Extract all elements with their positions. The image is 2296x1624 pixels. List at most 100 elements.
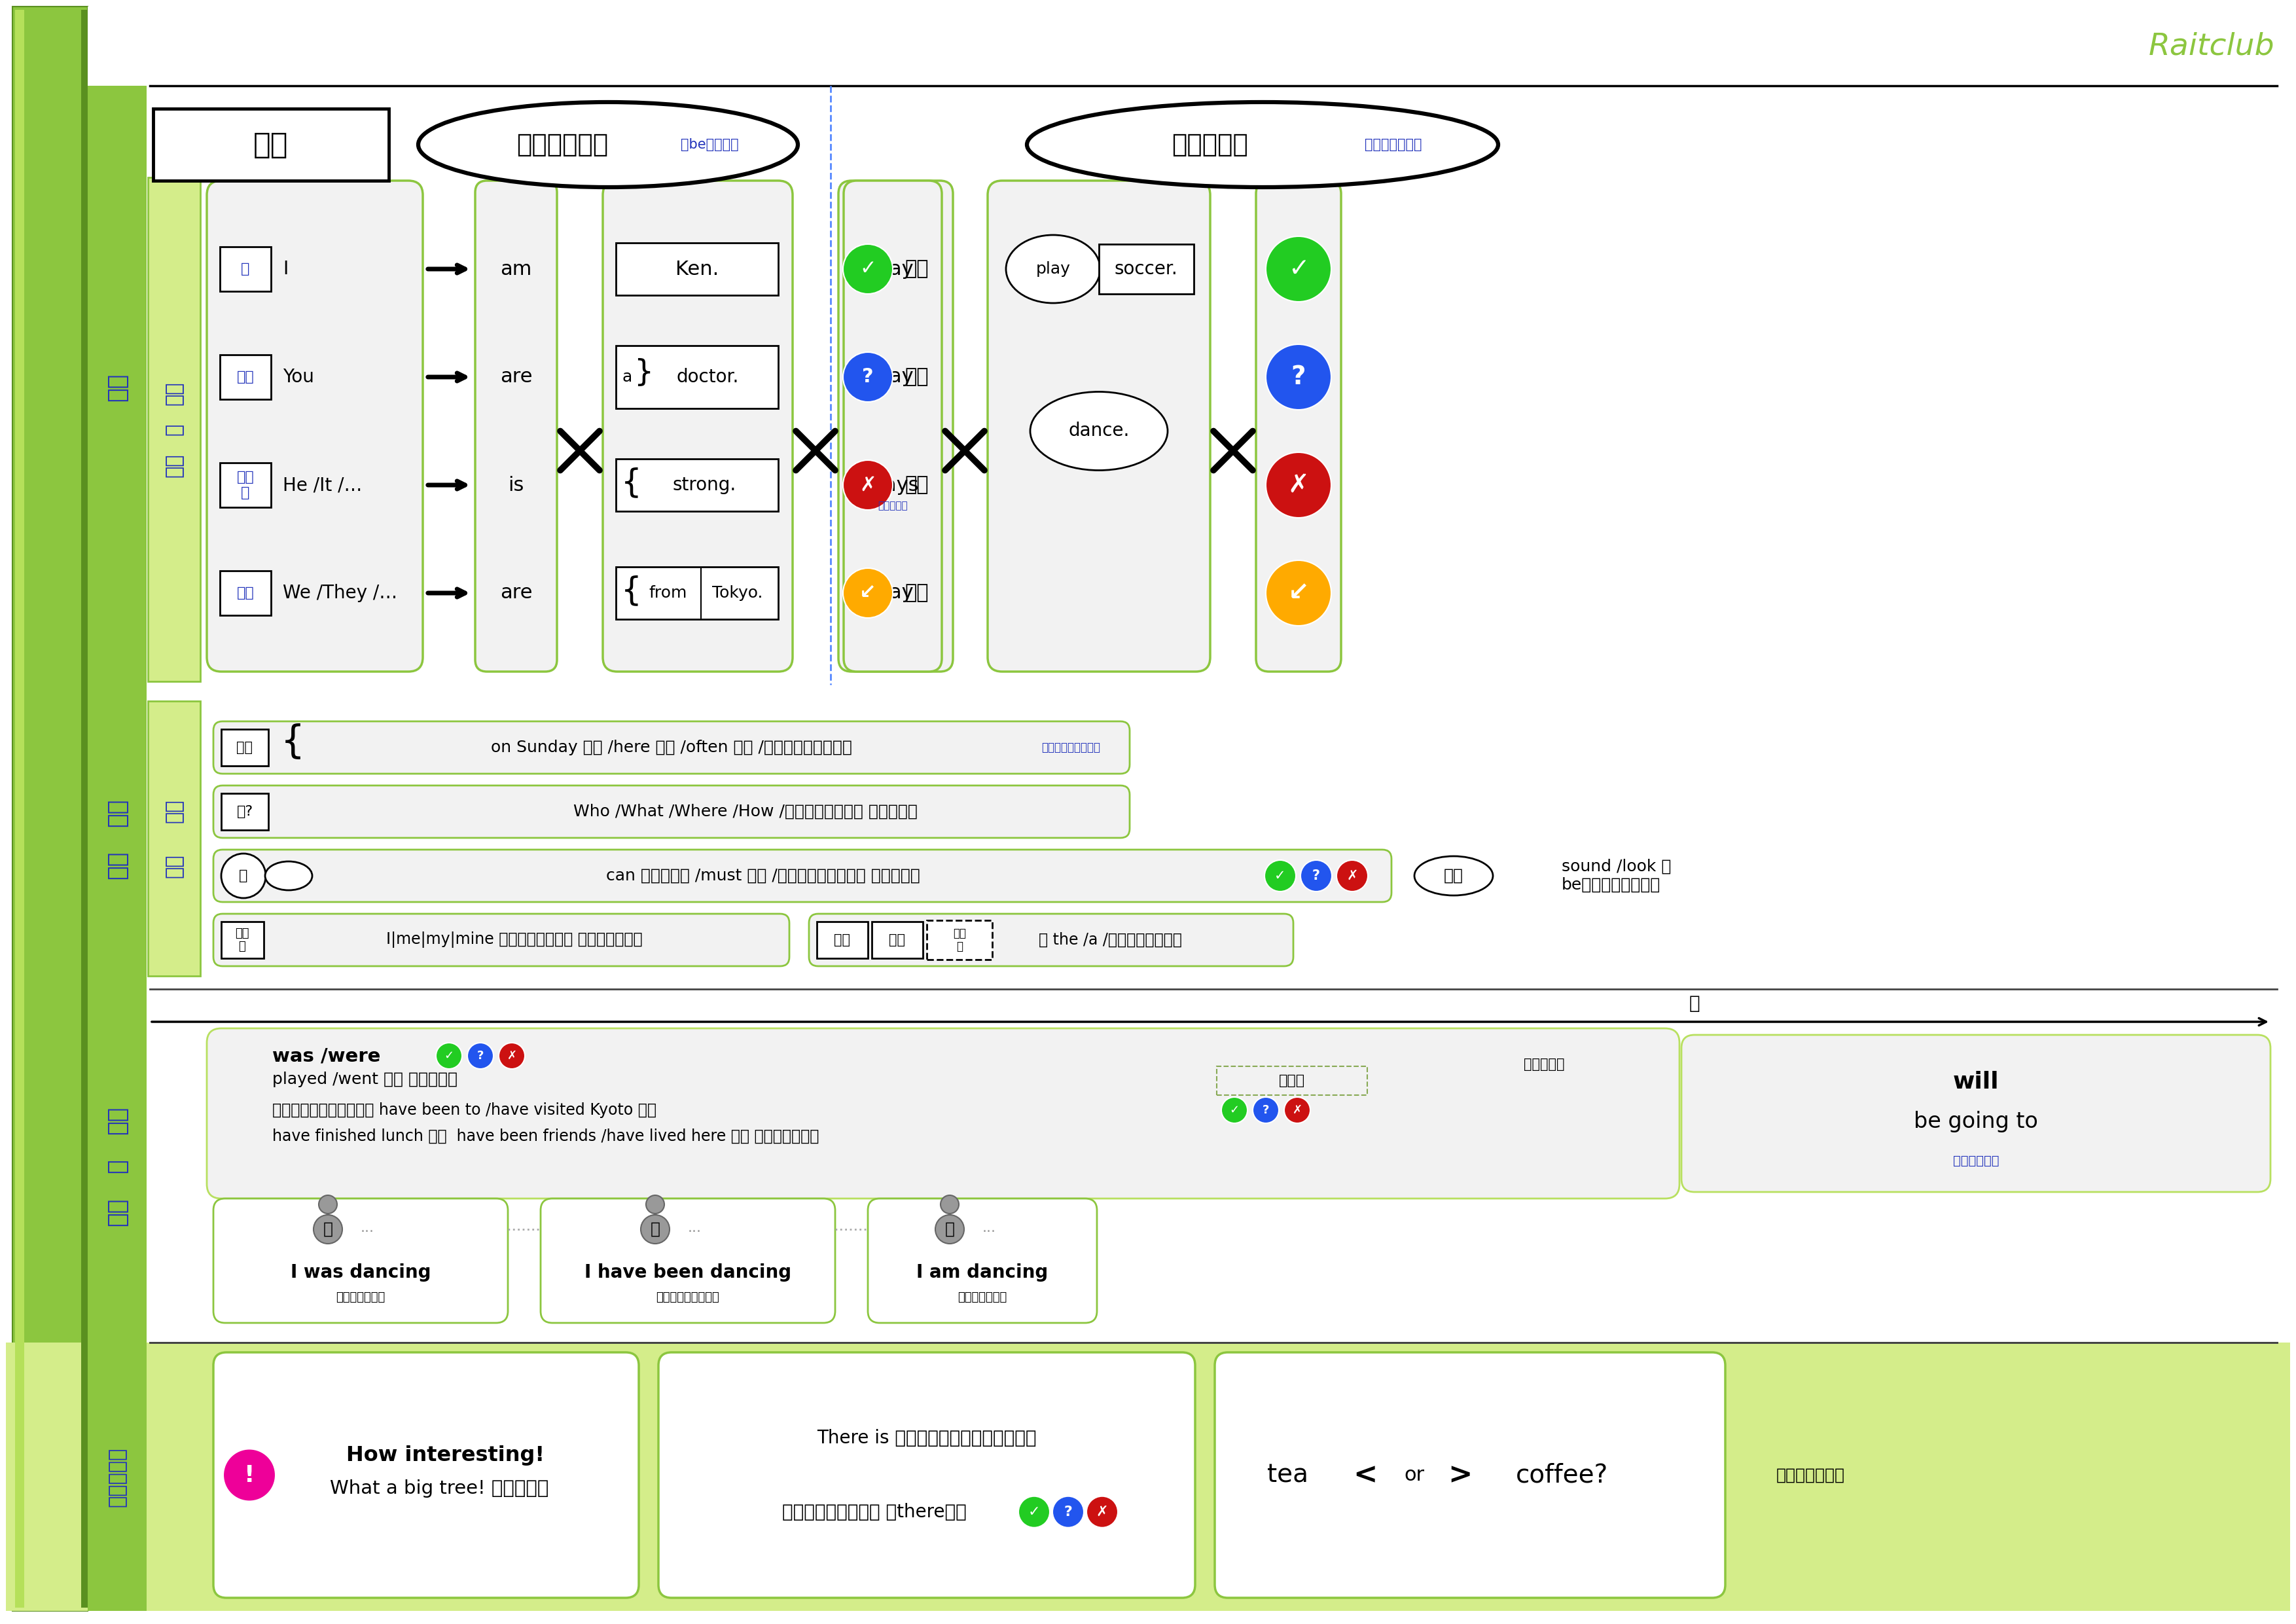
Circle shape xyxy=(1300,861,1332,892)
Text: ✓: ✓ xyxy=(859,260,877,279)
Text: I: I xyxy=(282,260,287,278)
Text: ✗: ✗ xyxy=(1345,869,1357,882)
Text: ...: ... xyxy=(983,1221,996,1234)
Circle shape xyxy=(468,1043,494,1069)
Text: 【選択疑問文】: 【選択疑問文】 xyxy=(1777,1466,1844,1483)
Text: be動詞のように使う: be動詞のように使う xyxy=(1561,877,1660,893)
Ellipse shape xyxy=(1006,235,1100,304)
Text: 不可
算: 不可 算 xyxy=(953,927,967,953)
Circle shape xyxy=(319,1195,338,1213)
Text: 🎥: 🎥 xyxy=(944,1221,955,1237)
Circle shape xyxy=(436,1043,461,1069)
Text: 肯定: 肯定 xyxy=(905,260,930,279)
FancyBboxPatch shape xyxy=(11,6,87,1611)
FancyBboxPatch shape xyxy=(1215,1353,1724,1598)
FancyBboxPatch shape xyxy=(220,463,271,507)
Text: ✗: ✗ xyxy=(1288,473,1309,497)
Ellipse shape xyxy=(1026,102,1499,187)
Text: I|me|my|mine などを使い分ける 【人称代名詞】: I|me|my|mine などを使い分ける 【人称代名詞】 xyxy=(386,932,643,948)
FancyBboxPatch shape xyxy=(80,10,87,1608)
FancyBboxPatch shape xyxy=(659,1353,1196,1598)
FancyBboxPatch shape xyxy=(214,721,1130,773)
Text: 修飾: 修飾 xyxy=(165,799,184,823)
Text: 否定: 否定 xyxy=(905,476,930,495)
Text: 【現在進行形】: 【現在進行形】 xyxy=(957,1291,1008,1302)
Text: 【三単現】: 【三単現】 xyxy=(877,502,907,512)
Text: 【副詞・前置詞句】: 【副詞・前置詞句】 xyxy=(1042,742,1100,754)
Ellipse shape xyxy=(1031,391,1169,471)
Circle shape xyxy=(1336,861,1368,892)
Text: am: am xyxy=(501,260,533,279)
Text: will: will xyxy=(1954,1070,2000,1093)
Text: I was dancing: I was dancing xyxy=(289,1263,432,1281)
Text: ?: ? xyxy=(861,367,875,387)
Ellipse shape xyxy=(418,102,797,187)
FancyBboxPatch shape xyxy=(615,244,778,296)
Circle shape xyxy=(843,568,893,617)
FancyBboxPatch shape xyxy=(1681,1034,2271,1192)
Text: 🎥: 🎥 xyxy=(650,1221,659,1237)
Circle shape xyxy=(1019,1496,1049,1528)
Text: など: など xyxy=(165,854,184,879)
Text: ?: ? xyxy=(478,1051,484,1062)
FancyBboxPatch shape xyxy=(220,247,271,291)
Text: ↙: ↙ xyxy=(859,583,877,603)
Circle shape xyxy=(223,1449,276,1501)
Text: {: { xyxy=(622,466,643,499)
Text: ?: ? xyxy=(1290,365,1306,390)
Text: ...: ... xyxy=(687,1221,700,1234)
Circle shape xyxy=(1254,1098,1279,1124)
Text: !: ! xyxy=(243,1463,255,1486)
Text: 基礎: 基礎 xyxy=(106,372,129,401)
Text: 主語: 主語 xyxy=(165,382,184,406)
FancyBboxPatch shape xyxy=(928,921,992,960)
Text: ✓: ✓ xyxy=(1029,1505,1040,1518)
Text: have finished lunch 完了  have been friends /have lived here 継続 【現在完了形】: have finished lunch 完了 have been friends… xyxy=(273,1129,820,1145)
FancyBboxPatch shape xyxy=(87,689,147,989)
Text: tea: tea xyxy=(1267,1463,1309,1488)
Text: 疑問: 疑問 xyxy=(905,367,930,387)
Text: や the /a /などを使い分ける: や the /a /などを使い分ける xyxy=(1038,932,1182,948)
FancyBboxPatch shape xyxy=(220,570,271,615)
FancyBboxPatch shape xyxy=(604,180,792,672)
Text: 【未来表現】: 【未来表現】 xyxy=(1954,1155,2000,1166)
Text: }: } xyxy=(634,359,654,388)
Circle shape xyxy=(1265,344,1332,409)
FancyBboxPatch shape xyxy=(87,989,147,1343)
Text: How interesting!: How interesting! xyxy=(347,1445,544,1465)
Circle shape xyxy=(1265,861,1295,892)
Text: など: など xyxy=(106,851,129,879)
Text: play: play xyxy=(872,583,914,603)
Ellipse shape xyxy=(264,861,312,890)
Text: ✓: ✓ xyxy=(443,1051,455,1062)
Text: ?: ? xyxy=(1313,869,1320,882)
FancyBboxPatch shape xyxy=(220,922,264,958)
FancyBboxPatch shape xyxy=(220,794,269,830)
Text: ✗: ✗ xyxy=(507,1051,517,1062)
Text: ✓: ✓ xyxy=(1228,1104,1240,1116)
Circle shape xyxy=(941,1195,960,1213)
Text: 【現在形】: 【現在形】 xyxy=(1525,1057,1564,1070)
Text: ✗: ✗ xyxy=(859,476,877,495)
Text: 助: 助 xyxy=(239,869,248,882)
Text: What a big tree! 【感嘆文】: What a big tree! 【感嘆文】 xyxy=(331,1479,549,1497)
Text: ✗: ✗ xyxy=(1095,1505,1109,1518)
FancyBboxPatch shape xyxy=(7,0,2289,1624)
Text: 過去: 過去 xyxy=(106,1106,129,1134)
Text: ・: ・ xyxy=(106,1158,129,1173)
Text: 代名
詞: 代名 詞 xyxy=(234,927,250,953)
Circle shape xyxy=(498,1043,526,1069)
Text: play: play xyxy=(1035,261,1070,276)
Circle shape xyxy=(645,1195,664,1213)
FancyBboxPatch shape xyxy=(154,109,388,180)
Circle shape xyxy=(1265,453,1332,518)
Text: a: a xyxy=(622,369,631,385)
Text: 【過去進行形】: 【過去進行形】 xyxy=(335,1291,386,1302)
Circle shape xyxy=(843,352,893,401)
Text: ～は: ～は xyxy=(253,130,289,159)
Text: doctor.: doctor. xyxy=(677,369,739,387)
FancyBboxPatch shape xyxy=(220,729,269,767)
FancyBboxPatch shape xyxy=(207,1028,1678,1199)
Text: Ken.: Ken. xyxy=(675,260,719,279)
Text: 何?: 何? xyxy=(236,806,253,818)
